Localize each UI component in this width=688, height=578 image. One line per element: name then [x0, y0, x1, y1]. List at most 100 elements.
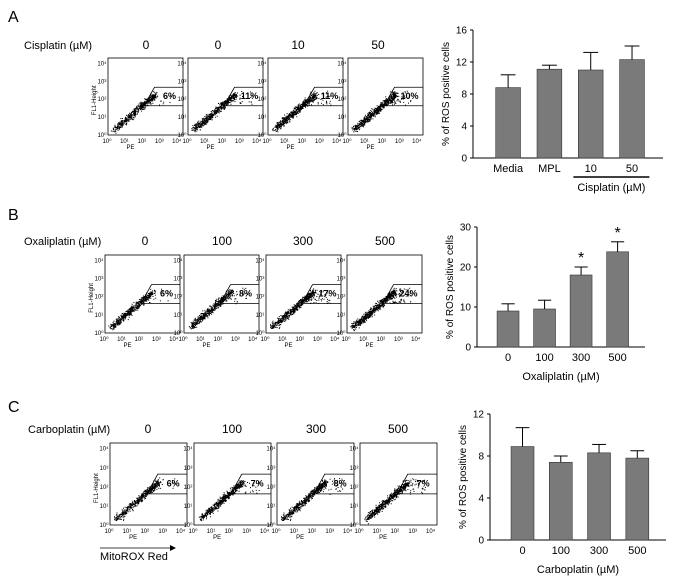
- x-tick-label: MPL: [538, 163, 561, 175]
- flow-x-tick: 10³: [152, 337, 161, 343]
- flow-y-tick: 10⁰: [94, 330, 104, 337]
- flow-y-tick: 10²: [338, 97, 347, 103]
- flow-y-tick: 10⁴: [266, 446, 276, 453]
- flow-x-label: PE: [123, 343, 131, 349]
- y-tick-label: 0: [478, 536, 484, 547]
- flow-y-tick: 10³: [338, 79, 347, 85]
- flow-y-tick: 10⁰: [99, 522, 109, 529]
- flow-plot: 06%10⁰10⁰10¹10¹10²10²10³10³10⁴10⁴PEFL1-H…: [89, 234, 181, 349]
- y-tick-label: 16: [456, 26, 468, 37]
- flow-y-tick: 10¹: [338, 115, 347, 121]
- event-dots: [188, 287, 249, 330]
- x-tick-label: 300: [572, 352, 590, 364]
- flow-plot: 06%10⁰10⁰10¹10¹10²10²10³10³10⁴10⁴PEFL1-H…: [94, 422, 188, 541]
- dose-label: 50: [371, 38, 385, 52]
- flow-x-tick: 10⁰: [104, 528, 114, 535]
- flow-x-tick: 10⁴: [343, 528, 353, 535]
- flow-x-tick: 10³: [394, 337, 403, 343]
- flow-x-tick: 10⁴: [412, 138, 422, 145]
- x-tick-label: 0: [519, 545, 525, 557]
- flow-y-tick: 10¹: [98, 115, 107, 121]
- x-tick-label: 500: [608, 352, 626, 364]
- x-tick-label: 0: [505, 352, 511, 364]
- flow-x-tick: 10⁰: [182, 138, 192, 145]
- flow-x-tick: 10¹: [373, 529, 382, 535]
- flow-x-tick: 10¹: [196, 337, 205, 343]
- flow-y-tick: 10³: [267, 466, 276, 472]
- y-tick-label: 20: [460, 263, 472, 274]
- flow-x-label: PE: [379, 535, 387, 541]
- treatment-label: Cisplatin (µM): [24, 40, 92, 52]
- bar-chart: 0 4 8 12 % of ROS positive cells 0 100 300 500 Ca…: [458, 410, 666, 576]
- flow-x-tick: 10¹: [359, 337, 368, 343]
- flow-y-tick: 10⁴: [255, 257, 265, 264]
- flow-x-tick: 10²: [390, 529, 399, 535]
- gate-percentage: 8%: [239, 288, 252, 298]
- flow-y-tick: 10⁰: [266, 522, 276, 529]
- flow-x-label: PE: [129, 535, 137, 541]
- flow-y-tick: 10¹: [258, 115, 267, 121]
- event-dots: [281, 478, 344, 521]
- gate-percentage: 11%: [321, 91, 339, 101]
- flow-y-tick: 10³: [258, 79, 267, 85]
- flow-x-tick: 10³: [325, 529, 334, 535]
- flow-y-tick: 10¹: [267, 504, 276, 510]
- flow-y-tick: 10²: [184, 485, 193, 491]
- event-dots: [351, 90, 412, 133]
- y-tick-label: 0: [461, 154, 467, 165]
- x-tick-label: 10: [585, 163, 597, 175]
- flow-y-tick: 10⁰: [177, 132, 187, 139]
- bar: [495, 87, 521, 159]
- bar: [496, 310, 520, 348]
- flow-x-tick: 10⁰: [271, 528, 281, 535]
- flow-x-label: PE: [206, 145, 214, 151]
- flow-y-tick: 10⁰: [183, 522, 193, 529]
- flow-x-tick: 10⁰: [178, 336, 188, 343]
- flow-y-tick: 10⁴: [349, 446, 359, 453]
- flow-y-tick: 10⁰: [337, 132, 347, 139]
- panel-letter: A: [8, 9, 19, 26]
- y-tick-label: 12: [456, 58, 468, 69]
- flow-y-tick: 10⁴: [337, 60, 347, 67]
- flow-y-tick: 10⁴: [257, 60, 267, 67]
- arrow-head-icon: [170, 545, 176, 551]
- flow-x-tick: 10²: [298, 139, 307, 145]
- flow-y-label: FL1-Height: [94, 473, 100, 503]
- flow-x-tick: 10⁴: [426, 528, 436, 535]
- flow-y-tick: 10¹: [350, 504, 359, 510]
- flow-y-tick: 10⁴: [177, 60, 187, 67]
- bar: [625, 457, 650, 541]
- flow-x-tick: 10⁴: [330, 336, 340, 343]
- dose-label: 300: [306, 422, 326, 436]
- flow-x-tick: 10³: [315, 139, 324, 145]
- flow-x-tick: 10¹: [290, 529, 299, 535]
- event-dots: [110, 91, 172, 134]
- flow-x-tick: 10³: [158, 529, 167, 535]
- dose-label: 500: [375, 234, 395, 248]
- flow-y-tick: 10¹: [174, 313, 183, 319]
- treatment-label: Oxaliplatin (µM): [24, 236, 101, 248]
- flow-y-tick: 10³: [98, 79, 107, 85]
- dose-label: 0: [145, 422, 152, 436]
- significance-marker: *: [614, 225, 620, 242]
- event-dots: [108, 288, 169, 331]
- flow-x-tick: 10⁴: [411, 336, 421, 343]
- flow-x-tick: 10¹: [123, 529, 132, 535]
- event-dots: [272, 90, 332, 133]
- flow-y-tick: 10¹: [337, 313, 346, 319]
- flow-x-tick: 10⁴: [176, 528, 186, 535]
- flow-x-tick: 10⁰: [188, 528, 198, 535]
- flow-x-tick: 10³: [242, 529, 251, 535]
- flow-x-tick: 10³: [395, 139, 404, 145]
- gate-percentage: 6%: [167, 478, 180, 488]
- y-tick-label: 10: [460, 303, 472, 314]
- flow-y-tick: 10⁰: [173, 330, 183, 337]
- flow-y-label: FL1-Height: [89, 283, 95, 313]
